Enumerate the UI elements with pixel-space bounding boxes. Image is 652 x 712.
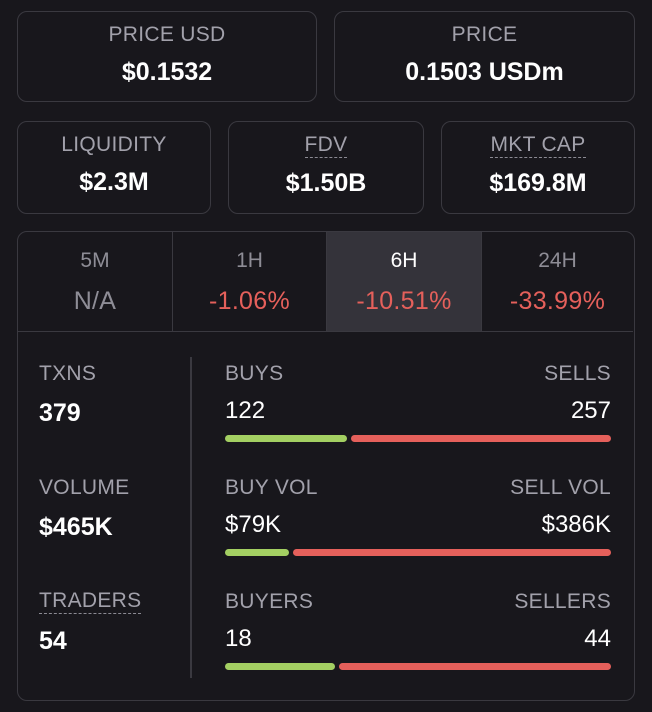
txns-value: 379 [39, 399, 81, 427]
txns-ratio-bar [225, 435, 611, 442]
tab-label: 24H [538, 249, 577, 272]
tab-24h[interactable]: 24H -33.99% [482, 232, 633, 331]
tab-label: 1H [236, 249, 263, 272]
buy-bar-segment [225, 549, 289, 556]
sellers-value: 44 [584, 625, 611, 652]
txns-breakdown: BUYS SELLS 122 257 [225, 362, 611, 442]
buyers-label: BUYERS [225, 590, 314, 613]
liquidity-label: LIQUIDITY [61, 133, 167, 156]
price-native-card[interactable]: PRICE 0.1503 USDm [334, 11, 635, 102]
price-native-label: PRICE [451, 23, 518, 46]
volume-ratio-bar [225, 549, 611, 556]
buyers-value: 18 [225, 625, 252, 652]
volume-value: $465K [39, 513, 113, 541]
mkt-cap-label[interactable]: MKT CAP [490, 133, 586, 158]
traders-label[interactable]: TRADERS [39, 589, 142, 614]
tab-5m[interactable]: 5M N/A [18, 232, 173, 331]
tab-label: 6H [390, 249, 418, 272]
fdv-value: $1.50B [285, 169, 367, 197]
tab-change-value: -33.99% [509, 287, 606, 315]
txns-label: TXNS [39, 362, 97, 385]
tab-change-value: N/A [73, 287, 117, 315]
sell-vol-value: $386K [541, 511, 611, 538]
buy-vol-label: BUY VOL [225, 476, 318, 499]
stats-panel: 5M N/A 1H -1.06% 6H -10.51% 24H -33.99% … [17, 231, 635, 701]
mkt-cap-card: MKT CAP $169.8M [441, 121, 635, 214]
fdv-label[interactable]: FDV [304, 133, 348, 158]
sellers-label: SELLERS [514, 590, 611, 613]
traders-ratio-bar [225, 663, 611, 670]
buy-bar-segment [225, 435, 348, 442]
buys-value: 122 [225, 397, 266, 424]
tab-6h[interactable]: 6H -10.51% [327, 232, 482, 331]
sell-vol-label: SELL VOL [510, 476, 611, 499]
price-native-value: 0.1503 USDm [405, 58, 564, 86]
sell-bar-segment [351, 435, 611, 442]
buys-label: BUYS [225, 362, 284, 385]
traders-breakdown: BUYERS SELLERS 18 44 [225, 590, 611, 670]
volume-label: VOLUME [39, 476, 130, 499]
sells-label: SELLS [544, 362, 611, 385]
price-usd-value: $0.1532 [121, 58, 213, 86]
vertical-divider [190, 357, 192, 678]
sell-bar-segment [292, 549, 611, 556]
tab-change-value: -1.06% [208, 287, 290, 315]
buy-vol-value: $79K [225, 511, 282, 538]
fdv-card: FDV $1.50B [228, 121, 424, 214]
volume-breakdown: BUY VOL SELL VOL $79K $386K [225, 476, 611, 556]
price-usd-label: PRICE USD [108, 23, 226, 46]
liquidity-card: LIQUIDITY $2.3M [17, 121, 211, 214]
sells-value: 257 [570, 397, 611, 424]
price-usd-card: PRICE USD $0.1532 [17, 11, 317, 102]
tab-label: 5M [80, 249, 110, 272]
liquidity-value: $2.3M [79, 168, 149, 196]
sell-bar-segment [338, 663, 611, 670]
traders-value: 54 [39, 627, 67, 655]
timeframe-tabs: 5M N/A 1H -1.06% 6H -10.51% 24H -33.99% [18, 232, 633, 332]
tab-1h[interactable]: 1H -1.06% [173, 232, 327, 331]
mkt-cap-value: $169.8M [489, 169, 587, 197]
tab-change-value: -10.51% [356, 287, 452, 315]
buy-bar-segment [225, 663, 335, 670]
